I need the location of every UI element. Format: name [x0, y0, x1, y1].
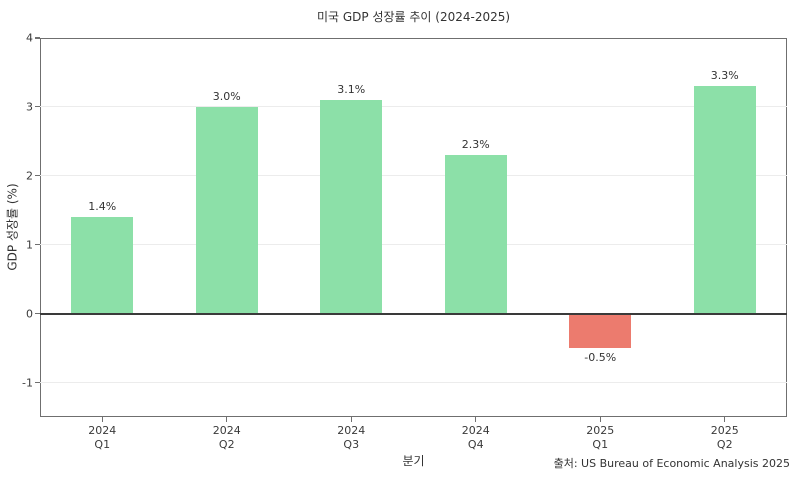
bar-value-label: 1.4% — [88, 200, 117, 214]
y-tick-label: -1 — [22, 376, 33, 390]
bar-value-label: 3.3% — [710, 69, 739, 83]
x-tick-label: 2024 Q4 — [461, 424, 490, 451]
plot-area — [40, 38, 787, 417]
x-tick-label: 2025 Q2 — [710, 424, 739, 451]
y-tick-mark — [35, 106, 40, 108]
x-tick-mark — [599, 417, 601, 422]
grid-line — [40, 382, 787, 384]
bar-value-label: 3.0% — [212, 89, 241, 103]
bar-2024-q4 — [444, 155, 507, 314]
bar-2025-q2 — [693, 86, 756, 314]
y-tick-label: 0 — [26, 307, 33, 321]
bar-2024-q2 — [195, 106, 258, 314]
y-axis-label: GDP 성장률 (%) — [5, 183, 20, 271]
y-tick-label: 3 — [26, 100, 33, 114]
y-tick-mark — [35, 37, 40, 39]
x-tick-mark — [475, 417, 477, 422]
grid-line — [40, 175, 787, 177]
y-tick-mark — [35, 175, 40, 177]
x-tick-mark — [226, 417, 228, 422]
x-tick-mark — [101, 417, 103, 422]
x-axis-label: 분기 — [402, 454, 425, 468]
x-tick-label: 2024 Q3 — [337, 424, 366, 451]
y-tick-mark — [35, 313, 40, 315]
y-tick-mark — [35, 381, 40, 384]
chart-title: 미국 GDP 성장률 추이 (2024-2025) — [316, 10, 511, 24]
bar-2024-q1 — [71, 217, 134, 314]
y-tick-mark — [35, 244, 40, 246]
x-tick-label: 2025 Q1 — [586, 424, 615, 451]
bar-value-label: 2.3% — [461, 138, 490, 152]
bar-2025-q1 — [569, 313, 632, 349]
x-tick-label: 2024 Q2 — [212, 424, 241, 451]
bar-value-label: 3.1% — [337, 83, 366, 97]
y-tick-label: 4 — [26, 31, 33, 45]
y-tick-label: 1 — [26, 238, 33, 252]
bar-value-label: -0.5% — [584, 351, 617, 365]
grid-line — [40, 106, 787, 108]
source-note: 출처: US Bureau of Economic Analysis 2025 — [553, 457, 790, 470]
bar-2024-q3 — [320, 100, 383, 314]
x-tick-mark — [350, 417, 352, 422]
zero-line — [40, 312, 787, 315]
grid-line — [40, 244, 787, 246]
x-tick-mark — [724, 417, 726, 422]
y-tick-label: 2 — [26, 169, 33, 183]
x-tick-label: 2024 Q1 — [88, 424, 117, 451]
